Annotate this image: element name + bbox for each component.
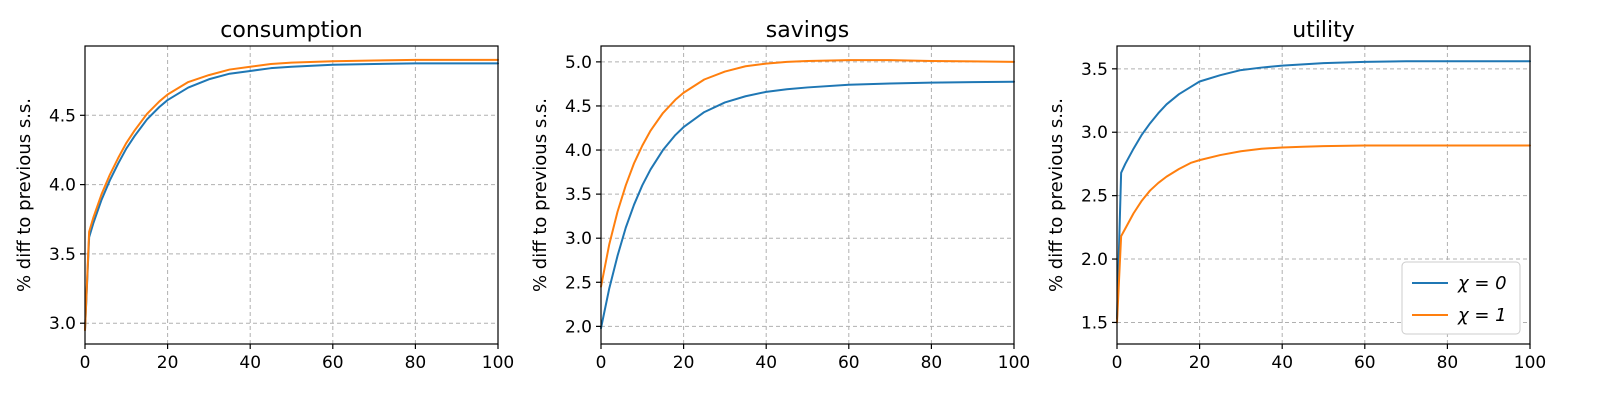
y-tick-label: 2.5 [1081,187,1108,207]
x-tick-label: 80 [405,353,427,373]
y-tick-label: 3.5 [49,245,76,265]
x-tick-label: 100 [1514,353,1546,373]
x-tick-label: 40 [755,353,777,373]
panel-utility: 0 20 40 60 80 100 1.5 2.0 2.5 3.0 3.5 utility % diff… [1046,18,1546,373]
y-tick-label: 3.5 [1081,60,1108,80]
x-tick-label: 80 [1437,353,1459,373]
y-tick-label: 3.0 [49,314,76,334]
x-tick-label: 60 [322,353,344,373]
legend-label-1: χ = 1 [1457,305,1507,326]
x-tick-label: 0 [1112,353,1123,373]
x-tick-label: 20 [157,353,179,373]
x-tick-label: 0 [80,353,91,373]
x-tick-label: 40 [1271,353,1293,373]
chart-title: utility [1292,18,1355,43]
y-tick-label: 2.5 [565,273,592,293]
series-line-0 [1116,60,1531,320]
y-tick-label: 1.5 [1081,313,1108,333]
legend: χ = 0 χ = 1 [1401,261,1521,335]
y-axis-label: % diff to previous s.s. [1046,98,1067,292]
y-tick-label: 4.5 [49,106,76,126]
plot-frame [1116,45,1531,345]
y-tick-label: 2.0 [1081,250,1108,270]
x-tick-label: 80 [921,353,943,373]
y-tick-label: 3.0 [1081,123,1108,143]
x-tick-label: 100 [998,353,1030,373]
y-tick-label: 4.5 [565,97,592,117]
series-line-0 [84,62,499,332]
y-tick-label: 5.0 [565,53,592,73]
panel-savings: 0 20 40 60 80 100 2.0 2.5 3.0 3.5 4.0 4.5 5.0 savings… [530,18,1030,373]
series-line-1 [84,58,499,332]
panel-consumption: 0 20 40 60 80 100 3.0 3.5 4.0 4.5 consumption % dif… [14,18,514,373]
y-tick-label: 3.0 [565,229,592,249]
x-tick-label: 60 [838,353,860,373]
plot-frame [84,45,499,345]
legend-label-0: χ = 0 [1457,273,1507,294]
x-tick-label: 100 [482,353,514,373]
x-tick-label: 20 [1189,353,1211,373]
plot-frame [600,45,1015,345]
x-tick-label: 40 [239,353,261,373]
series-line-1 [1116,144,1531,324]
y-axis-label: % diff to previous s.s. [530,98,551,292]
y-axis-label: % diff to previous s.s. [14,98,35,292]
y-tick-label: 3.5 [565,185,592,205]
y-tick-label: 4.0 [565,141,592,161]
series-line-0 [600,80,1015,330]
x-tick-label: 0 [596,353,607,373]
series-line-1 [600,59,1015,288]
x-tick-label: 60 [1354,353,1376,373]
chart-title: consumption [220,18,362,43]
y-tick-label: 4.0 [49,176,76,196]
x-tick-label: 20 [673,353,695,373]
chart-title: savings [766,18,849,43]
y-tick-label: 2.0 [565,317,592,337]
